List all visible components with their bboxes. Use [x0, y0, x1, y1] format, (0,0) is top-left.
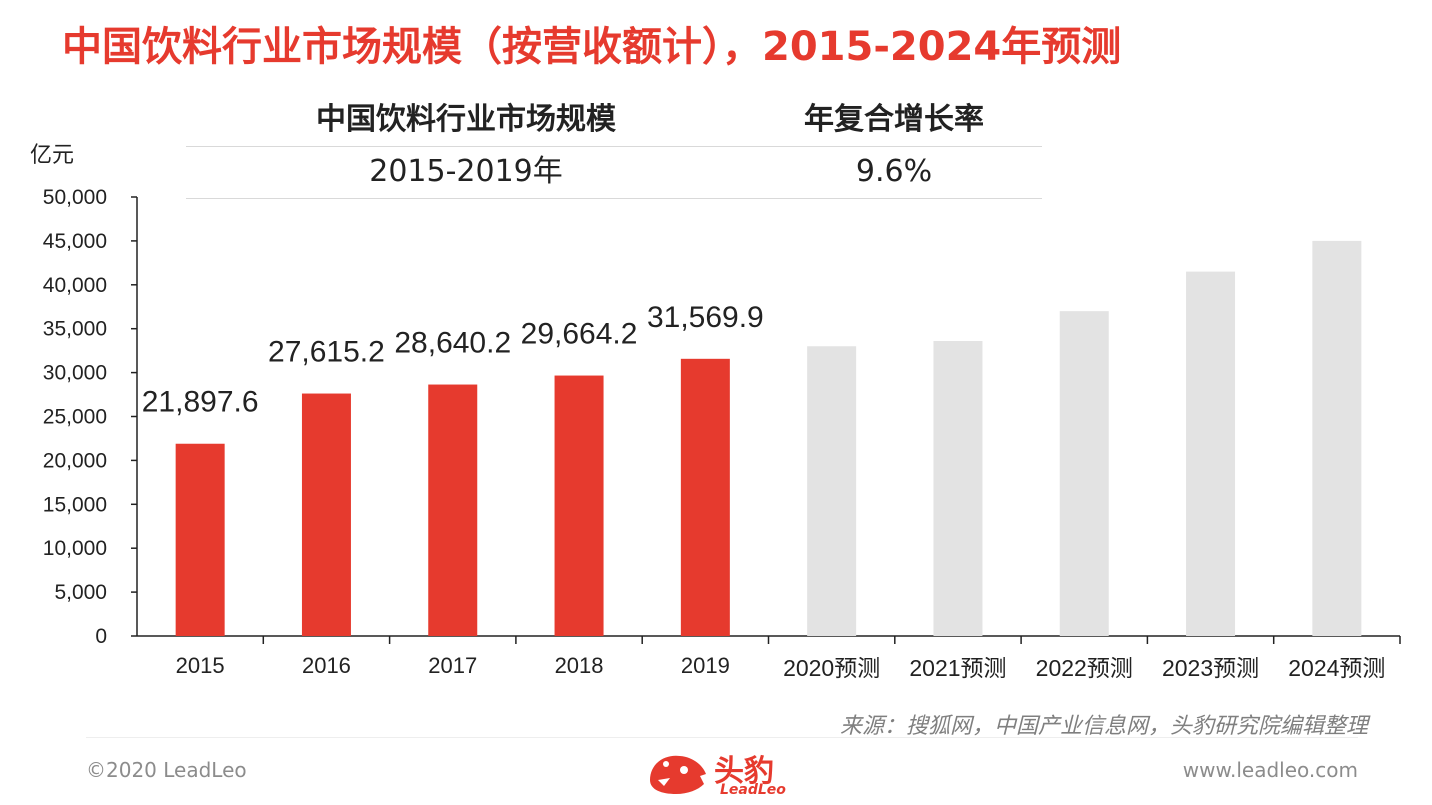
summary-divider	[186, 198, 1042, 199]
forecast-bar	[807, 346, 857, 636]
forecast-bar	[1186, 271, 1236, 636]
x-tick-label: 2015	[176, 653, 225, 678]
data-label: 27,615.2	[268, 336, 385, 369]
x-tick-label: 2023预测	[1162, 655, 1259, 681]
bar	[680, 358, 730, 636]
y-tick-label: 45,000	[43, 230, 107, 253]
leopard-head-icon	[650, 755, 706, 794]
summary-header-market-size: 中国饮料行业市场规模	[316, 102, 616, 137]
page-title: 中国饮料行业市场规模（按营收额计），2015-2024年预测	[62, 24, 1122, 70]
y-tick-label: 50,000	[43, 186, 107, 209]
y-tick-label: 20,000	[43, 449, 107, 472]
brand-logo: 头豹 LeadLeo	[644, 746, 794, 802]
x-tick-label: 2016	[302, 653, 351, 678]
summary-table: 中国饮料行业市场规模 年复合增长率 2015-2019年 9.6%	[186, 96, 1042, 200]
summary-divider	[186, 146, 1042, 147]
y-tick-label: 30,000	[43, 362, 107, 385]
y-tick-label: 15,000	[43, 493, 107, 516]
y-tick-label: 10,000	[43, 537, 107, 560]
x-tick-label: 2024预测	[1288, 655, 1385, 681]
y-tick-label: 35,000	[43, 318, 107, 341]
bar	[428, 384, 478, 636]
footer-divider	[86, 737, 1358, 738]
x-tick-label: 2020预测	[783, 655, 880, 681]
website-text: www.leadleo.com	[1182, 758, 1358, 782]
y-tick-label: 40,000	[43, 274, 107, 297]
y-tick-label: 5,000	[54, 581, 107, 604]
x-tick-label: 2018	[555, 653, 604, 678]
data-label: 29,664.2	[521, 318, 638, 351]
x-tick-label: 2017	[428, 653, 477, 678]
summary-cagr-value: 9.6%	[855, 154, 933, 189]
bar	[175, 443, 225, 636]
brand-name-en: LeadLeo	[720, 782, 786, 798]
x-tick-label: 2019	[681, 653, 730, 678]
forecast-bar	[1312, 240, 1362, 636]
bar	[554, 375, 604, 636]
summary-period: 2015-2019年	[369, 154, 563, 189]
brand-name-cn: 头豹	[714, 754, 774, 789]
bar-chart: 亿元 0 5,000 10,000 15,000 20,000 25,000 30,000 35…	[30, 142, 1401, 681]
copyright-text: ©2020 LeadLeo	[86, 758, 247, 782]
data-label: 28,640.2	[394, 327, 511, 360]
x-tick-label: 2021预测	[909, 655, 1006, 681]
data-label: 31,569.9	[647, 301, 764, 334]
data-label: 21,897.6	[142, 386, 259, 419]
source-note: 来源：搜狐网，中国产业信息网，头豹研究院编辑整理	[839, 714, 1368, 739]
y-tick-label: 25,000	[43, 406, 107, 429]
bar	[301, 393, 351, 636]
x-tick-label: 2022预测	[1036, 655, 1133, 681]
forecast-bar	[1059, 311, 1109, 636]
forecast-bar	[933, 340, 983, 636]
summary-header-cagr: 年复合增长率	[804, 102, 984, 137]
y-axis-unit-label: 亿元	[30, 142, 74, 167]
y-tick-label: 0	[95, 625, 107, 648]
